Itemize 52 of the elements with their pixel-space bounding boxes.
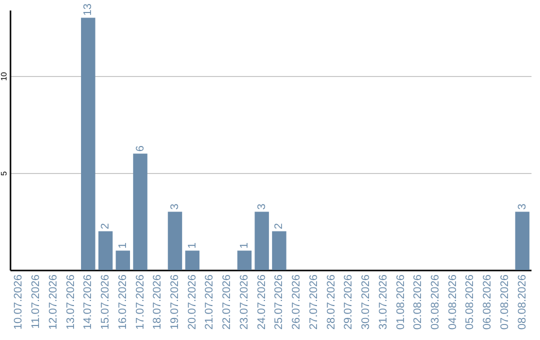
data-label: 3 [256,204,268,210]
data-label: 3 [516,204,528,210]
bar [133,154,148,270]
x-tick-label: 16.07.2026 [116,274,129,330]
x-tick-label: 31.07.2026 [377,274,390,330]
x-tick-label: 28.07.2026 [325,274,338,330]
x-tick-label: 04.08.2026 [446,274,459,330]
data-label: 1 [238,242,250,249]
x-tick-label: 18.07.2026 [152,274,164,330]
x-tick-label: 12.07.2026 [47,274,60,330]
data-label: 1 [186,242,198,249]
x-tick-label: 26.07.2026 [290,274,303,330]
y-tick-label: 10 [0,71,8,81]
x-tick-label: 02.08.2026 [412,274,424,330]
data-label: 3 [168,204,181,210]
bar [98,231,113,270]
x-tick-label: 15.07.2026 [100,274,112,330]
x-tick-label: 11.07.2026 [30,274,42,329]
bar [116,250,130,270]
x-tick-label: 06.08.2026 [482,274,494,330]
bar [515,212,530,270]
data-label: 2 [100,223,112,230]
x-tick-label: 07.08.2026 [498,274,511,330]
x-tick-label: 14.07.2026 [82,274,94,330]
bar [272,231,286,270]
x-tick-label: 30.07.2026 [360,274,372,330]
bar [168,212,182,270]
x-tick-label: 17.07.2026 [134,274,146,330]
x-tick-label: 03.08.2026 [429,274,442,330]
x-tick-label: 29.07.2026 [342,274,355,330]
bar [237,250,252,270]
x-tick-label: 23.07.2026 [238,274,250,330]
bar [185,250,200,270]
x-tick-label: 05.08.2026 [464,274,476,330]
x-tick-label: 25.07.2026 [273,274,286,330]
x-tick-label: 19.07.2026 [168,274,181,330]
x-tick-label: 13.07.2026 [64,274,77,330]
bar [81,18,96,270]
bar [254,212,269,270]
x-tick-label: 10.07.2026 [12,274,25,330]
x-tick-label: 08.08.2026 [516,274,528,330]
x-tick-label: 20.07.2026 [186,274,198,330]
x-tick-label: 24.07.2026 [256,274,268,330]
data-label: 13 [82,4,94,16]
x-tick-label: 27.07.2026 [308,274,320,330]
data-label: 6 [134,145,146,152]
data-label: 2 [273,223,286,230]
x-tick-label: 21.07.2026 [204,274,216,330]
y-tick-label: 5 [0,170,8,176]
x-tick-label: 01.08.2026 [394,274,407,330]
data-label: 1 [116,242,129,249]
x-tick-label: 22.07.2026 [221,274,234,330]
